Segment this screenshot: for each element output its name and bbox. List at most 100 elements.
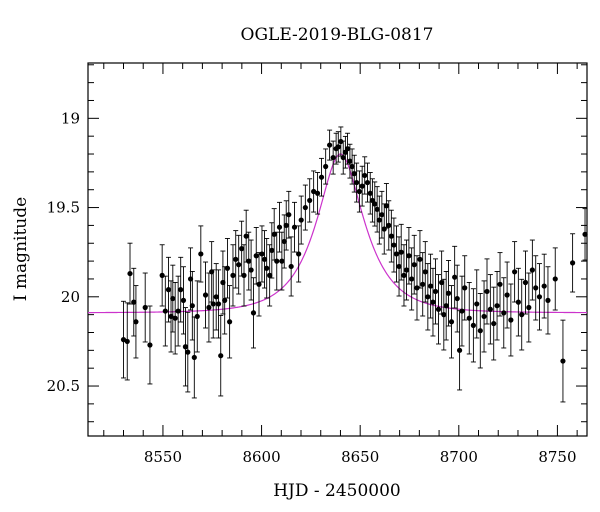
data-point (491, 286, 497, 361)
data-marker (307, 197, 313, 204)
data-point (396, 236, 402, 297)
data-point (323, 148, 329, 185)
model-curve (88, 153, 588, 314)
data-point (210, 269, 216, 339)
data-marker (541, 283, 547, 289)
data-marker (330, 154, 336, 161)
y-axis-ticks (88, 64, 587, 423)
data-marker (271, 231, 277, 237)
data-point (526, 272, 532, 343)
data-marker (481, 313, 487, 320)
data-point (376, 195, 382, 245)
data-marker (279, 258, 285, 264)
data-point (224, 238, 231, 299)
data-point (477, 292, 483, 369)
data-marker (504, 292, 510, 298)
data-point (494, 271, 500, 341)
data-point (398, 223, 404, 281)
data-marker (210, 301, 216, 307)
data-marker (448, 319, 455, 325)
data-marker (239, 246, 245, 252)
data-marker (529, 267, 535, 273)
data-marker (484, 288, 490, 295)
data-marker (379, 212, 385, 218)
data-marker (274, 258, 280, 264)
data-point (198, 225, 204, 283)
data-point (379, 190, 385, 239)
data-marker (409, 276, 415, 282)
data-point (286, 190, 292, 239)
data-marker (269, 247, 275, 253)
data-marker (261, 256, 268, 262)
data-points-layer (120, 126, 588, 403)
data-point (351, 154, 357, 193)
data-point (311, 170, 317, 213)
data-marker (466, 315, 472, 321)
data-marker (194, 313, 200, 320)
data-point (406, 227, 412, 285)
data-marker (335, 144, 341, 150)
data-point (185, 311, 191, 393)
data-point (474, 269, 480, 339)
model-curve-layer (88, 153, 588, 314)
data-point (307, 178, 313, 223)
data-marker (250, 310, 257, 316)
data-marker (318, 174, 325, 180)
data-point (202, 261, 209, 329)
data-marker (432, 288, 439, 295)
data-point (233, 230, 239, 289)
data-marker (241, 272, 247, 278)
data-point (296, 225, 302, 283)
data-point (298, 195, 304, 245)
data-marker (311, 188, 317, 195)
data-marker (286, 212, 292, 218)
data-point (391, 217, 397, 273)
data-marker (170, 295, 176, 302)
data-point (441, 278, 447, 351)
data-point (372, 181, 378, 227)
data-point (519, 278, 525, 351)
data-marker (187, 276, 194, 282)
data-marker (124, 338, 130, 345)
x-axis-tick-labels: 8550 8600 8650 8700 8750 (144, 448, 577, 466)
data-point (462, 255, 468, 321)
data-point (236, 234, 242, 295)
y-axis-label: I magnitude (11, 197, 31, 301)
data-point (383, 183, 390, 229)
data-marker (267, 272, 273, 278)
data-point (545, 266, 551, 335)
data-marker (459, 308, 465, 314)
data-marker (189, 303, 195, 309)
data-point (374, 186, 380, 233)
data-marker (560, 358, 566, 364)
data-marker (367, 190, 373, 196)
data-marker (386, 222, 392, 229)
data-marker (414, 285, 420, 291)
data-marker (454, 295, 460, 302)
data-marker (202, 292, 209, 298)
data-point (459, 275, 465, 347)
data-point (533, 255, 539, 321)
data-marker (288, 263, 294, 270)
data-point (422, 241, 428, 303)
data-point (267, 244, 273, 307)
data-point (302, 184, 308, 231)
data-marker (344, 146, 351, 152)
data-point (248, 239, 254, 301)
data-point (344, 132, 351, 165)
data-point (515, 267, 521, 337)
data-point (536, 263, 543, 331)
data-point (230, 244, 236, 307)
data-point (481, 280, 487, 353)
data-point (362, 156, 368, 195)
data-point (274, 231, 280, 291)
y-tick-label: 20 (61, 288, 80, 306)
data-point (253, 227, 259, 285)
data-point (314, 172, 321, 215)
data-point (271, 208, 277, 261)
data-point (218, 314, 224, 397)
data-point (388, 209, 394, 263)
data-point (497, 252, 503, 317)
data-marker (383, 203, 390, 209)
data-point (484, 258, 490, 325)
